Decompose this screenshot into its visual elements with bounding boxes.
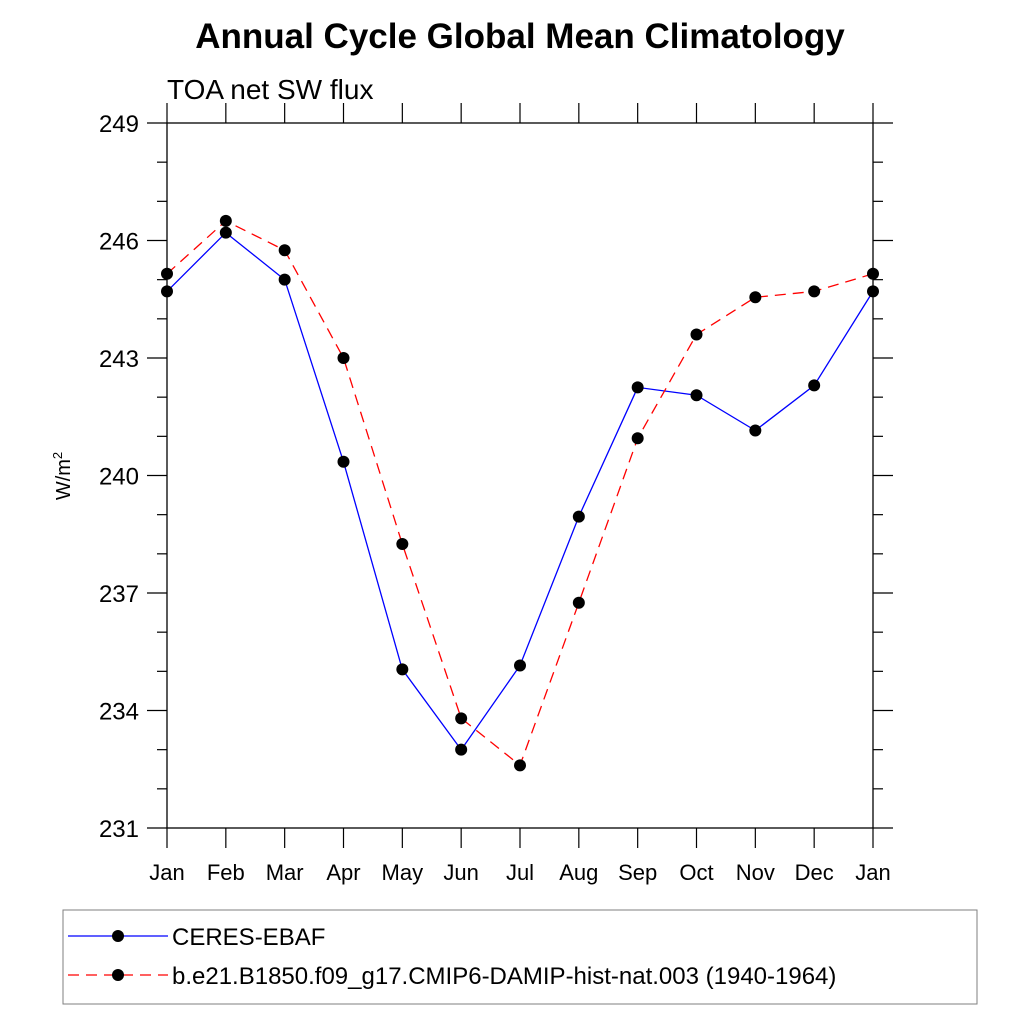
series-2-point [161,267,173,280]
plot-frame [166,122,874,829]
series-1-point [690,389,703,402]
y-tick-label: 237 [99,581,139,608]
series-2-point [514,759,526,772]
series-2-point [219,214,232,227]
series-2-point [278,244,291,257]
series-1-point [396,663,409,676]
series-2-point [455,712,468,725]
y-tick-label: 234 [99,699,139,726]
series-2-point [808,285,821,298]
series-layer [161,214,879,772]
x-tick-label: Jul [506,860,534,885]
x-tick-label: Jun [443,860,478,885]
x-tick-label: Jan [855,860,890,885]
legend-marker-1 [112,930,124,942]
legend-marker-2 [112,969,124,981]
x-tick-label: Feb [207,860,245,885]
y-tick-label: 243 [99,346,139,373]
series-1-point [278,273,291,286]
series-2-point [337,352,350,364]
x-tick-label: Nov [736,860,775,885]
series-1-point [161,285,173,298]
y-tick-label: 246 [99,229,139,256]
x-tick-label: Mar [266,860,304,885]
plot-border [166,122,874,829]
series-1-point [749,424,762,437]
series-1-point [455,743,468,756]
chart-subtitle: TOA net SW flux [167,74,373,105]
legend: CERES-EBAF b.e21.B1850.f09_g17.CMIP6-DAMI… [62,909,978,1005]
x-tick-label: Oct [679,860,713,885]
series-1-point [337,455,350,468]
series-2-point [631,432,644,445]
series-2-point [867,267,879,280]
x-tick-label: Dec [795,860,834,885]
series-line-1 [166,231,874,751]
legend-label-1: CERES-EBAF [172,924,325,951]
series-2-point [572,596,585,609]
series-1-point [219,226,232,239]
x-tick-label: Jan [149,860,184,885]
series-line-2 [166,220,874,767]
x-tick-label: Aug [559,860,598,885]
series-1-point [631,381,644,394]
y-tick-label: 240 [99,464,139,491]
series-1-point [514,659,526,672]
series-1-point [808,379,821,392]
x-axis: Jan Feb Mar Apr May Jun Jul Aug Sep Oct Nov Dec Jan [149,103,891,885]
series-1-point [572,510,585,523]
x-tick-label: May [382,860,424,885]
series-2-point [396,538,409,551]
series-2-point [749,291,762,304]
y-axis-label-unit: W/m [53,459,75,500]
legend-label-2: b.e21.B1850.f09_g17.CMIP6-DAMIP-hist-nat… [172,963,836,990]
y-axis-label: W/m2 [50,452,75,500]
series-2-point [690,328,703,341]
chart-title: Annual Cycle Global Mean Climatology [195,17,845,56]
series-1-point [867,285,879,298]
x-tick-label: Sep [618,860,657,885]
y-tick-label: 231 [99,816,139,843]
legend-box [62,909,978,1005]
y-tick-label: 249 [99,111,139,138]
y-axis-label-exponent: 2 [50,452,65,459]
y-axis: 231 234 237 240 243 246 249 [99,111,893,843]
x-tick-label: Apr [326,860,360,885]
